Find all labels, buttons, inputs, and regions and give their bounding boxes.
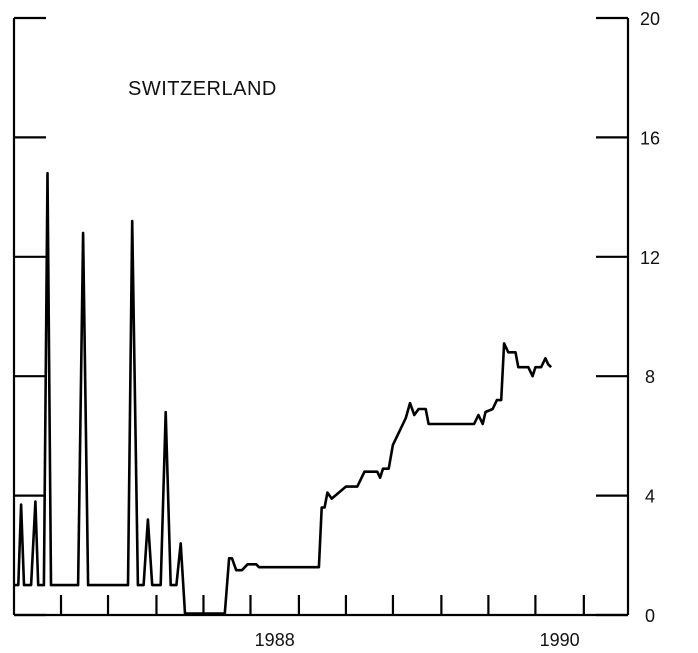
y-tick-label: 4 — [645, 487, 655, 507]
chart-title: SWITZERLAND — [128, 78, 277, 100]
x-tick-label: 1990 — [540, 630, 580, 650]
x-tick-label: 1988 — [255, 630, 295, 650]
y-ticks — [14, 16, 628, 617]
x-tick-labels: 1988 1990 — [255, 630, 580, 650]
y-tick-label: 20 — [640, 9, 660, 29]
series-lines — [14, 171, 553, 615]
y-tick-label: 0 — [645, 606, 655, 626]
y-tick-label: 12 — [640, 248, 660, 268]
y-tick-label: 8 — [645, 367, 655, 387]
chart-frame — [12, 18, 630, 617]
x-ticks — [59, 595, 585, 615]
y-tick-label: 16 — [640, 128, 660, 148]
series-line — [14, 171, 553, 615]
y-tick-labels: 0 4 8 12 16 20 — [640, 9, 660, 626]
